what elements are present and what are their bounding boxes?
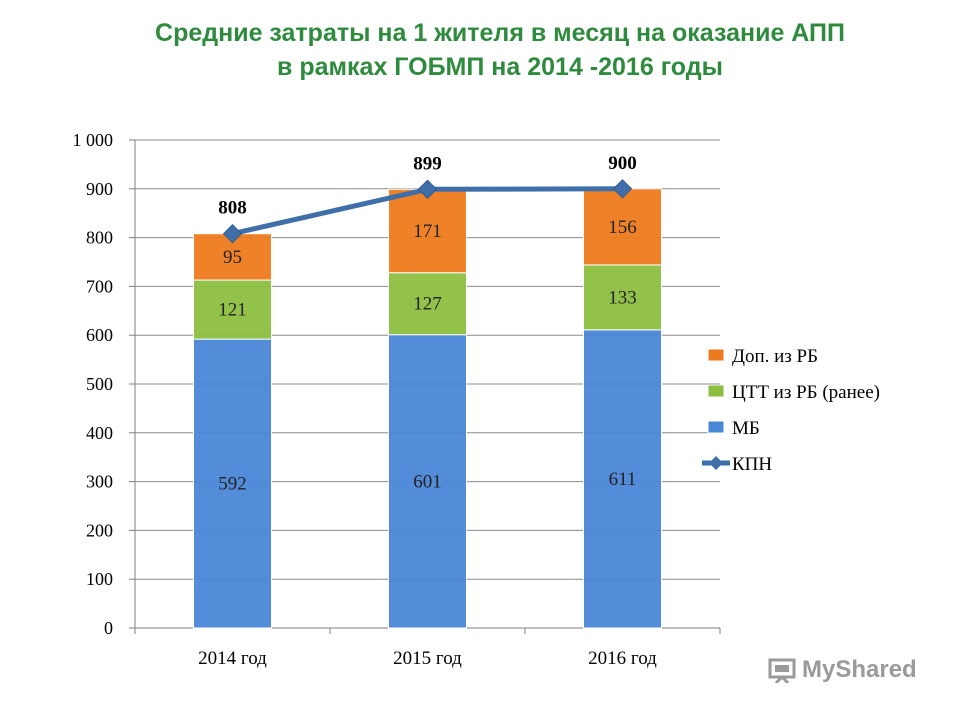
line-point-marker (417, 179, 438, 199)
bar-data-label: 611 (609, 469, 637, 490)
bar-segment (193, 338, 272, 629)
legend-label: МБ (732, 418, 760, 439)
x-tick-label: 2016 год (588, 648, 657, 669)
bar-segment (583, 264, 662, 331)
chart-title-line-1: Средние затраты на 1 жителя в месяц на о… (155, 19, 845, 47)
legend-label: Доп. из РБ (732, 346, 818, 367)
bar-data-label: 156 (608, 217, 637, 238)
y-tick-label: 300 (86, 472, 113, 492)
y-tick-label: 400 (86, 423, 113, 443)
presentation-icon (768, 658, 796, 683)
watermark-text: MyShared (802, 656, 917, 683)
chart-title: Средние затраты на 1 жителя в месяц на о… (0, 16, 960, 84)
y-tick-label: 100 (86, 569, 113, 589)
bar-data-label: 127 (413, 294, 442, 315)
y-tick-label: 600 (86, 325, 113, 345)
legend-label: КПН (732, 454, 772, 475)
bar-segment (388, 334, 467, 629)
y-tick-label: 500 (86, 374, 113, 394)
y-tick-label: 200 (86, 520, 113, 540)
legend-label: ЦТТ из РБ (ранее) (732, 382, 880, 403)
y-tick-label: 0 (104, 618, 113, 638)
bar-data-label: 133 (608, 287, 637, 308)
bar-data-label: 171 (413, 221, 442, 242)
y-tick-label: 900 (86, 179, 113, 199)
line-data-label: 900 (608, 153, 637, 174)
legend-swatch (707, 420, 725, 434)
chart-title-line-2: в рамках ГОБМП на 2014 -2016 годы (277, 53, 723, 81)
line-point-marker (612, 179, 633, 199)
bar-data-label: 592 (218, 474, 247, 495)
y-tick-label: 800 (86, 228, 113, 248)
line-data-label: 808 (218, 198, 247, 219)
legend-marker (709, 456, 723, 470)
legend-swatch (707, 384, 725, 398)
bar-segment (388, 272, 467, 336)
x-tick-label: 2015 год (393, 648, 462, 669)
bar-data-label: 601 (413, 471, 442, 492)
bar-segment (388, 188, 467, 274)
legend-swatch (707, 348, 725, 362)
line-data-label: 899 (413, 153, 442, 174)
bar-segment (583, 188, 662, 266)
watermark: MyShared (768, 656, 917, 684)
x-tick-label: 2014 год (198, 648, 267, 669)
y-tick-label: 700 (86, 276, 113, 296)
bar-segment (583, 329, 662, 629)
line-point-marker (222, 223, 243, 244)
bar-segment (193, 279, 272, 340)
bar-data-label: 121 (218, 300, 247, 321)
bar-data-label: 95 (223, 247, 242, 268)
y-tick-label: 1 000 (73, 130, 114, 150)
